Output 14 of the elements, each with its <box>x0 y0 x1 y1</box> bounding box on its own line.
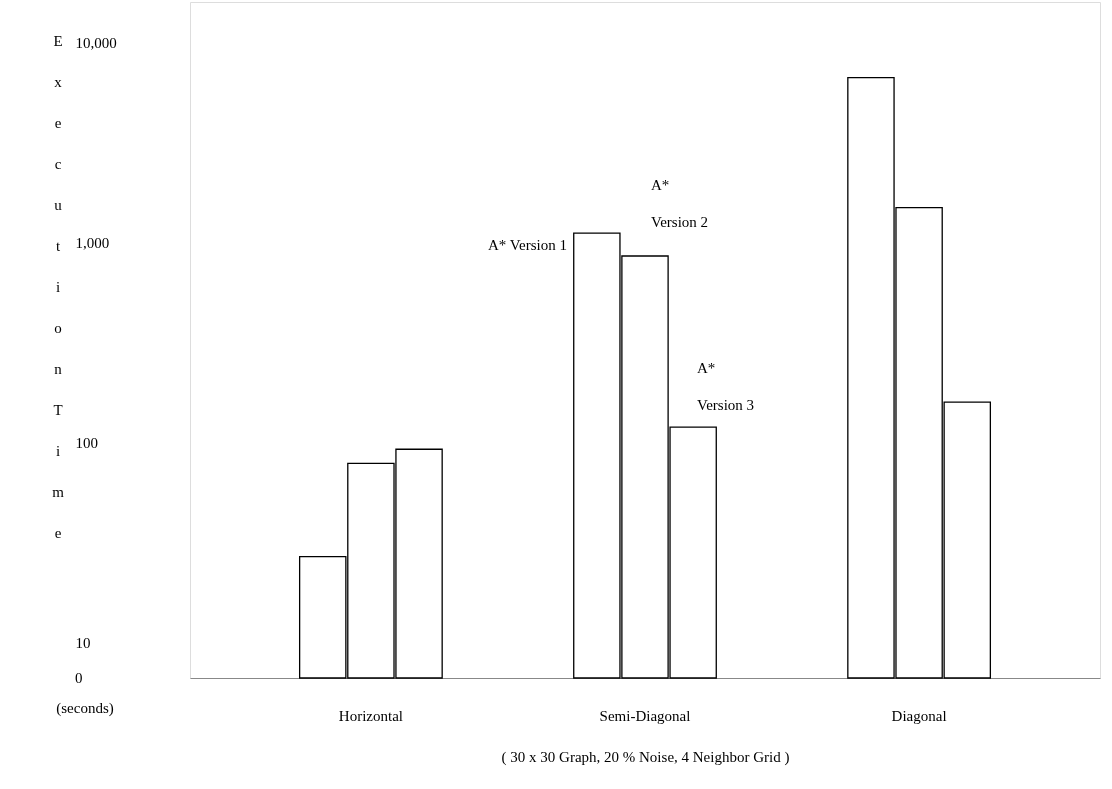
x-tick-label: Diagonal <box>891 707 947 724</box>
y-tick-label: 10,000 <box>75 35 117 52</box>
y-tick-label: 10 <box>75 635 91 652</box>
text: A* Version 2 <box>651 177 709 230</box>
text: (seconds) <box>56 700 114 717</box>
text: Execution Time <box>52 33 64 541</box>
y-tick-label: 1,000 <box>75 235 110 252</box>
y-tick-label: 0 <box>75 670 83 686</box>
x-tick-label: Horizontal <box>338 707 403 724</box>
x-tick-label: Semi-Diagonal <box>599 707 691 724</box>
text: A* Version 3 <box>697 360 755 413</box>
x-axis-title: ( 30 x 30 Graph, 20 % Noise, 4 Neighbor Grid ) <box>501 748 790 766</box>
series-label: A* Version 1 <box>488 237 567 253</box>
y-tick-label: 100 <box>75 435 98 452</box>
